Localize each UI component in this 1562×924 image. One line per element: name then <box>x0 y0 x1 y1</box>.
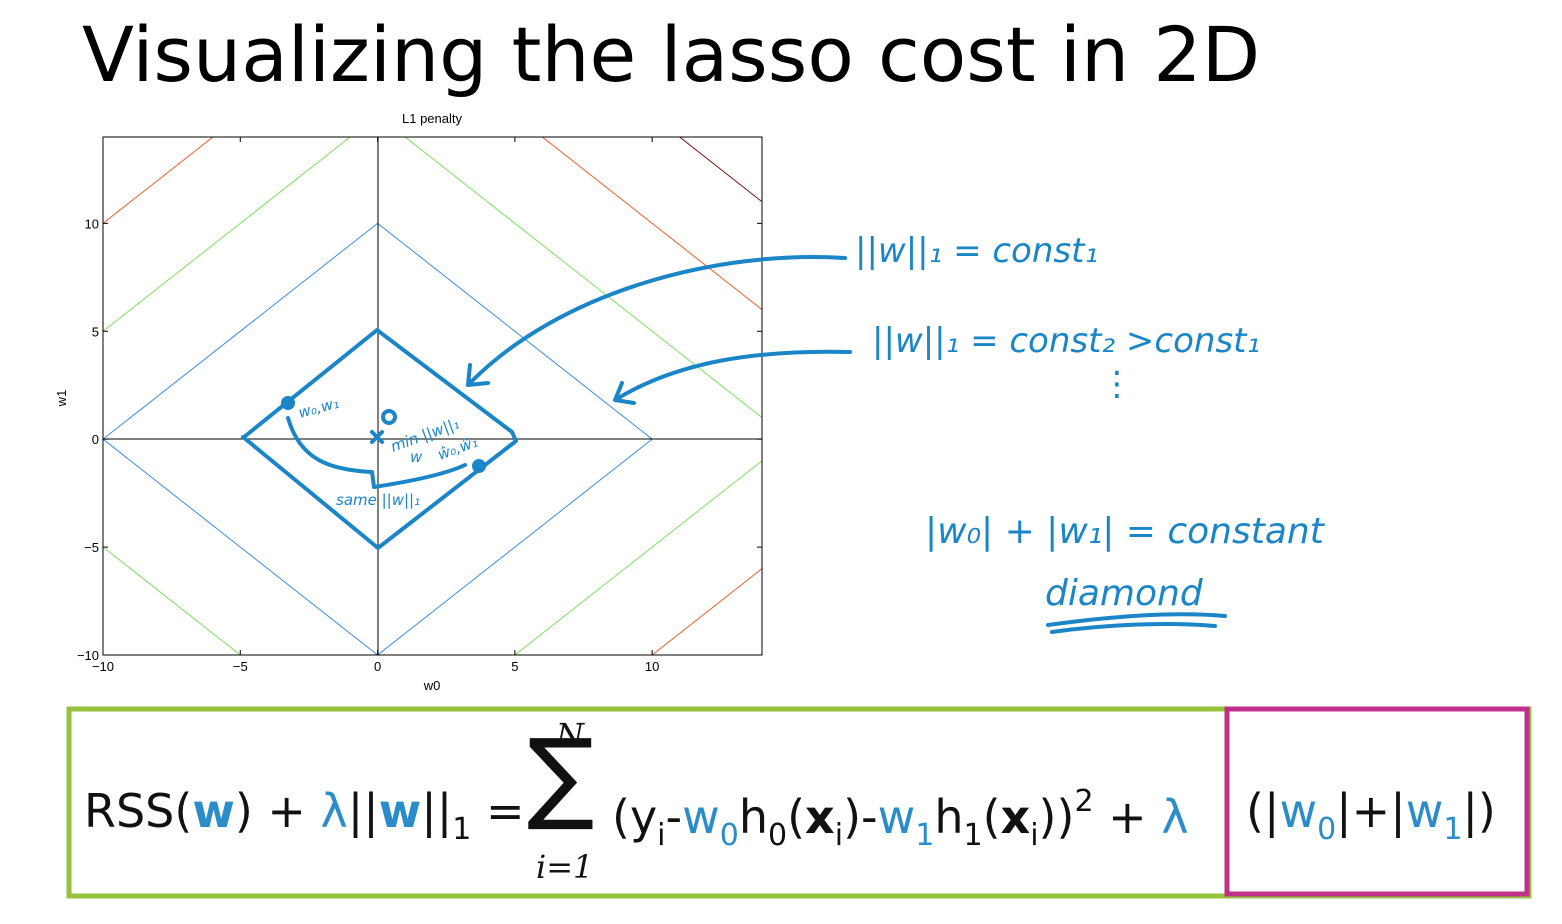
annotation: w <box>410 448 423 466</box>
formula-part: ( <box>982 790 1001 844</box>
formula-part: 1 <box>915 818 935 853</box>
formula-sum-top: N <box>556 716 584 754</box>
underline <box>1046 612 1227 634</box>
formula-part: λ <box>320 784 348 838</box>
formula-part: w <box>682 790 720 844</box>
formula-part: - <box>665 790 683 844</box>
annotation: diamond <box>1045 573 1204 614</box>
formula-part: h <box>738 790 768 844</box>
formula-part: λ <box>1161 790 1189 844</box>
annotation: |w₀| + |w₁| = constant <box>925 511 1326 552</box>
slide-title: Visualizing the lasso cost in 2D <box>82 10 1261 99</box>
x-axis-label: w0 <box>423 678 441 693</box>
formula-part: i <box>834 818 844 853</box>
formula-sum-bottom: i=1 <box>536 848 594 886</box>
formula-part: w <box>192 784 235 838</box>
formula-lhs: RSS(w) + λ||w||1 = <box>84 784 525 847</box>
x-tick-label: −5 <box>233 659 248 674</box>
formula-part: 1 <box>452 812 472 847</box>
formula-part: (y <box>612 790 658 844</box>
formula-part: (| <box>1246 784 1280 838</box>
formula-part: x <box>1000 790 1031 844</box>
arrow <box>613 349 852 405</box>
formula-part: i <box>657 818 666 853</box>
annotation: ⋮ <box>1100 364 1134 404</box>
formula-part: ( <box>787 790 806 844</box>
chart-title: L1 penalty <box>402 111 462 126</box>
formula-part: 1 <box>963 818 983 853</box>
formula-penalty: (|w0|+|w1|) <box>1246 784 1496 847</box>
x-tick-label: 0 <box>374 659 381 674</box>
y-tick-label: −5 <box>84 540 99 555</box>
y-axis-label: w1 <box>54 390 69 408</box>
formula-part: ) + <box>234 784 321 838</box>
formula-part: x <box>805 790 835 844</box>
formula-part: = <box>471 784 525 838</box>
formula-part: )) <box>1038 790 1075 844</box>
y-tick-label: 10 <box>85 216 99 231</box>
point <box>281 396 295 410</box>
formula-part: w <box>1279 784 1318 838</box>
contours <box>103 137 762 655</box>
formula-part: 0 <box>768 818 788 853</box>
formula-part: RSS( <box>84 784 193 838</box>
hand-diamond <box>241 328 518 550</box>
formula-rhs: (yi-w0h0(xi)-w1h1(xi))2 + λ <box>612 784 1189 853</box>
annotation: ||w||₁ = const₁ <box>855 231 1098 271</box>
o-mark <box>381 409 397 425</box>
formula-sum: ∑ <box>527 717 595 834</box>
formula-part: 1 <box>1443 812 1463 847</box>
arrow <box>466 255 847 387</box>
y-tick-label: 0 <box>92 432 99 447</box>
formula-part: || <box>347 784 379 838</box>
formula-part: w <box>378 784 422 838</box>
penalty-box <box>1224 706 1530 897</box>
curve <box>286 416 467 489</box>
formula-part: |) <box>1462 784 1496 838</box>
formula-part: i <box>1030 818 1039 853</box>
formula-part: 0 <box>719 818 739 853</box>
x-tick-label: −10 <box>92 659 114 674</box>
y-tick-label: −10 <box>77 648 99 663</box>
handwriting <box>241 255 1227 634</box>
formula-part: w <box>877 790 916 844</box>
annotation: same ||w||₁ <box>336 491 420 509</box>
y-tick-label: 5 <box>92 324 99 339</box>
plot-frame <box>102 136 763 656</box>
contour-line <box>103 137 762 655</box>
annotation: ||w||₁ = const₂ >const₁ <box>872 321 1260 361</box>
x-tick-label: 5 <box>511 659 518 674</box>
point <box>472 459 486 473</box>
formula-part: |+| <box>1336 784 1406 838</box>
formula-part: 2 <box>1074 784 1094 819</box>
contour-line <box>103 137 762 655</box>
x-tick-label: 10 <box>645 659 659 674</box>
formula-part: h <box>934 790 964 844</box>
contour-line <box>103 222 653 655</box>
x-mark <box>370 430 384 444</box>
formula-part: )- <box>843 790 878 844</box>
annotation: w₀,w₁ <box>296 394 341 422</box>
formula-part: w <box>1405 784 1444 838</box>
formula-part: || <box>421 784 453 838</box>
formula-part: + <box>1093 790 1162 844</box>
formula-part: 0 <box>1317 812 1337 847</box>
